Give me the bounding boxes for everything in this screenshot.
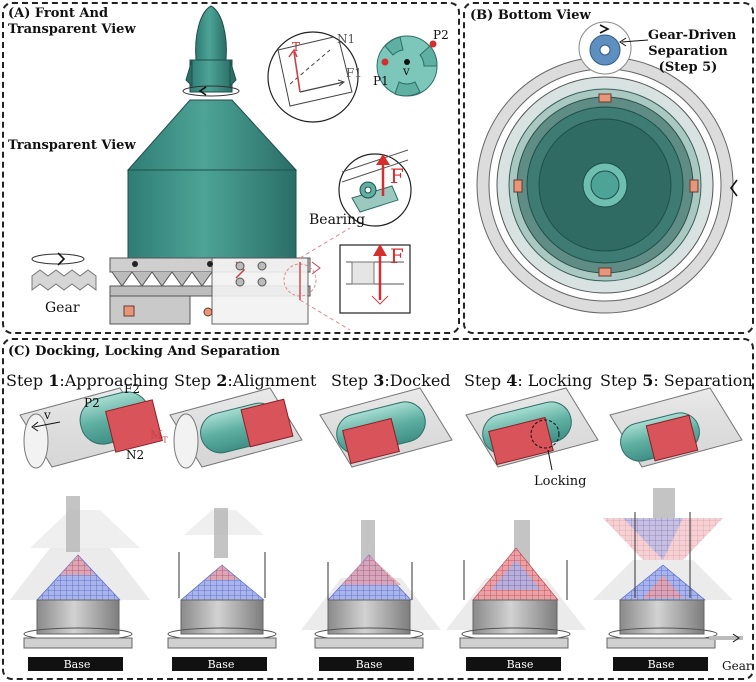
base-label-step-3: Base	[355, 658, 383, 671]
bearing-label: Bearing	[309, 212, 366, 228]
cone-assembly-sequence	[10, 488, 743, 671]
step1-f2-label: F2	[124, 382, 140, 396]
gear-label: Gear	[45, 300, 80, 316]
inset-p2-label: P2	[433, 28, 449, 42]
panel-a-title-line1: (A) Front And	[8, 6, 109, 21]
panel-bottom-view	[463, 2, 754, 334]
force-f-label-latch: F	[390, 244, 404, 268]
step-5-label: Step 5: Separation	[600, 371, 753, 390]
inset-n1-label: N1	[337, 32, 356, 46]
panel-a-title-line2: Transparent View	[8, 22, 136, 37]
capsule-step-3	[319, 387, 453, 468]
gear-driven-note-line3: (Step 5)	[658, 60, 718, 75]
panel-docking-locking-separation	[2, 338, 754, 680]
step1-p2-label: P2	[84, 396, 100, 410]
inset-f1-label: F1	[346, 66, 362, 80]
docking-mechanism-front-view	[31, 5, 438, 331]
base-label-step-1: Base	[63, 658, 91, 671]
panel-front-transparent-view	[2, 2, 460, 334]
inset-t-label: T	[292, 40, 301, 54]
capsule-sequence	[19, 387, 743, 471]
assembly-step-4	[446, 520, 586, 671]
step-2-label: Step 2:Alignment	[174, 371, 317, 390]
base-label-step-5: Base	[647, 658, 675, 671]
locking-label: Locking	[534, 474, 587, 489]
gear-driven-note-line1: Gear-Driven	[648, 28, 737, 43]
panel-c-title: (C) Docking, Locking And Separation	[8, 344, 280, 359]
force-f-label-bearing: F	[390, 164, 404, 188]
transparent-view-label: Transparent View	[8, 138, 136, 153]
capsule-step-1	[19, 387, 163, 469]
bottom-view-ring-gear	[476, 21, 738, 314]
step1-n2-label: N2	[126, 448, 145, 462]
step-3-label: Step 3:Docked	[331, 371, 451, 390]
step1-v-label: v	[44, 408, 51, 422]
assembly-step-3	[301, 520, 441, 671]
assembly-step-2	[167, 508, 277, 671]
capsule-step-5	[609, 387, 743, 468]
assembly-step-1	[10, 496, 150, 671]
capsule-step-2	[169, 387, 303, 469]
base-label-step-2: Base	[207, 658, 235, 671]
inset-v-label: v	[403, 64, 410, 78]
panel-b-title: (B) Bottom View	[470, 8, 591, 23]
inset-p1-label: P1	[373, 74, 389, 88]
step1-mt-label: MT	[150, 428, 168, 445]
capsule-step-4	[465, 387, 599, 471]
gear-label-step-5: Gear	[722, 659, 752, 673]
step-4-label: Step 4: Locking	[464, 371, 593, 390]
step-1-label: Step 1:Approaching	[6, 371, 169, 390]
assembly-step-5	[593, 488, 743, 671]
gear-driven-note-line2: Separation	[648, 44, 728, 59]
base-label-step-4: Base	[506, 658, 534, 671]
